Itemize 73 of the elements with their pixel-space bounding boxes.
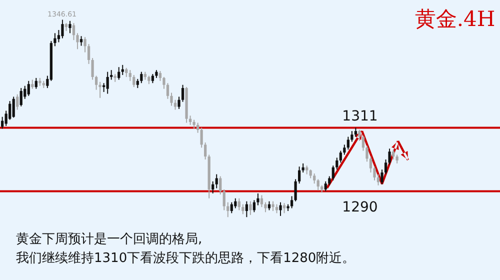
candlestick bbox=[279, 202, 282, 216]
candlestick bbox=[20, 88, 22, 107]
candlestick bbox=[170, 92, 173, 106]
candlestick bbox=[362, 135, 365, 152]
candlestick bbox=[230, 202, 233, 214]
candlestick bbox=[106, 71, 109, 94]
candlestick bbox=[354, 127, 358, 138]
candlestick bbox=[151, 74, 154, 84]
candlestick bbox=[34, 77, 38, 90]
candlestick bbox=[181, 84, 184, 102]
candlestick bbox=[336, 157, 338, 170]
candlestick bbox=[158, 70, 162, 82]
candlestick bbox=[339, 150, 342, 164]
candlestick bbox=[245, 200, 248, 218]
candlestick bbox=[376, 174, 380, 186]
candlestick bbox=[118, 66, 120, 80]
candlestick bbox=[219, 176, 222, 195]
candlestick bbox=[343, 144, 346, 156]
candlestick bbox=[174, 99, 177, 110]
candlestick bbox=[188, 115, 192, 126]
candlestick bbox=[212, 180, 214, 194]
candlestick bbox=[68, 20, 72, 34]
candlestick bbox=[392, 149, 395, 160]
candlestick bbox=[332, 165, 334, 181]
candlestick bbox=[324, 180, 327, 192]
candlestick bbox=[264, 202, 267, 213]
text: 我们继续维持1310下看波段下跌的思路，下看1280附近。 bbox=[16, 251, 356, 266]
annotation: 1311 bbox=[342, 108, 378, 125]
candlestick bbox=[16, 94, 19, 110]
candlestick bbox=[61, 19, 64, 39]
candlestick bbox=[252, 200, 256, 213]
candlestick bbox=[72, 22, 76, 41]
candlestick bbox=[54, 32, 56, 47]
candlestick bbox=[313, 172, 316, 184]
candlestick bbox=[136, 78, 139, 89]
candlestick bbox=[110, 70, 113, 80]
candlestick bbox=[125, 67, 128, 78]
candlestick bbox=[242, 204, 244, 215]
candlestick bbox=[27, 80, 30, 96]
candlestick bbox=[8, 100, 12, 120]
candlestick bbox=[346, 136, 350, 150]
candlestick bbox=[328, 176, 331, 186]
candlestick bbox=[260, 194, 264, 208]
candlestick bbox=[249, 200, 252, 216]
text: 黄金下周预计是一个回调的格局, bbox=[16, 232, 202, 247]
candlestick bbox=[298, 166, 301, 184]
candlestick bbox=[316, 178, 320, 191]
candlestick bbox=[215, 174, 218, 189]
candlestick bbox=[222, 188, 226, 211]
candlestick bbox=[272, 200, 274, 212]
candlestick bbox=[121, 64, 124, 76]
candlestick bbox=[80, 36, 83, 46]
candlestick bbox=[178, 96, 180, 110]
annotation: 1290 bbox=[342, 199, 378, 216]
candlestick bbox=[204, 142, 207, 160]
candlestick bbox=[12, 96, 15, 118]
candlestick bbox=[76, 32, 79, 50]
candlestick bbox=[128, 70, 132, 82]
candlestick bbox=[350, 130, 354, 142]
candlestick bbox=[140, 71, 143, 84]
candlestick bbox=[84, 36, 86, 53]
candlestick bbox=[380, 169, 384, 185]
candlestick bbox=[200, 127, 203, 148]
candlestick bbox=[238, 198, 240, 211]
candlestick bbox=[226, 202, 230, 218]
candlestick bbox=[94, 75, 98, 90]
candlestick bbox=[234, 198, 237, 209]
chart-title: 黄金.4H bbox=[414, 7, 496, 31]
candlestick bbox=[31, 79, 34, 90]
candlestick bbox=[373, 166, 376, 181]
candlestick bbox=[256, 192, 260, 206]
candlestick bbox=[132, 74, 136, 88]
candlestick bbox=[302, 162, 304, 173]
